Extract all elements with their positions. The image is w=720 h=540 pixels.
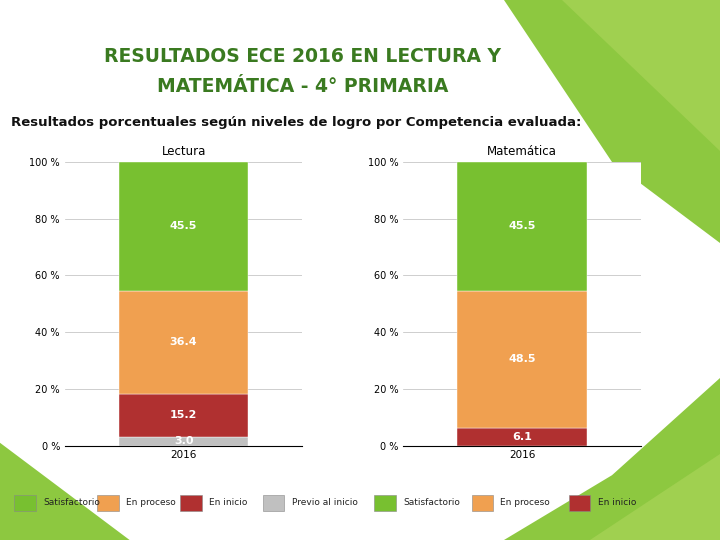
Bar — [457, 291, 587, 428]
Bar — [119, 394, 248, 437]
Text: 48.5: 48.5 — [508, 354, 536, 364]
Text: 6.1: 6.1 — [512, 432, 532, 442]
Text: 36.4: 36.4 — [170, 338, 197, 347]
Text: En proceso: En proceso — [500, 498, 550, 507]
Bar — [180, 495, 202, 510]
Bar — [457, 428, 587, 446]
Bar — [119, 437, 248, 445]
Text: 45.5: 45.5 — [508, 221, 536, 231]
Text: Satisfactorio: Satisfactorio — [43, 498, 100, 507]
Text: En proceso: En proceso — [126, 498, 176, 507]
Text: 15.2: 15.2 — [170, 410, 197, 421]
Bar — [263, 495, 284, 510]
Text: Previo al inicio: Previo al inicio — [292, 498, 357, 507]
Bar — [374, 495, 396, 510]
Text: MATEMÁTICA - 4° PRIMARIA: MATEMÁTICA - 4° PRIMARIA — [157, 77, 448, 96]
Bar — [569, 495, 590, 510]
Bar — [14, 495, 36, 510]
Bar — [472, 495, 493, 510]
Bar — [119, 291, 248, 394]
Bar — [119, 161, 248, 291]
Text: En inicio: En inicio — [598, 498, 636, 507]
Text: 3.0: 3.0 — [174, 436, 194, 446]
Title: Lectura: Lectura — [161, 145, 206, 158]
Bar — [97, 495, 119, 510]
Bar — [457, 161, 587, 291]
Text: Satisfactorio: Satisfactorio — [403, 498, 460, 507]
Text: RESULTADOS ECE 2016 EN LECTURA Y: RESULTADOS ECE 2016 EN LECTURA Y — [104, 47, 501, 66]
Text: Resultados porcentuales según niveles de logro por Competencia evaluada:: Resultados porcentuales según niveles de… — [11, 116, 581, 130]
Text: 45.5: 45.5 — [170, 221, 197, 231]
Title: Matemática: Matemática — [487, 145, 557, 158]
Text: En inicio: En inicio — [209, 498, 247, 507]
